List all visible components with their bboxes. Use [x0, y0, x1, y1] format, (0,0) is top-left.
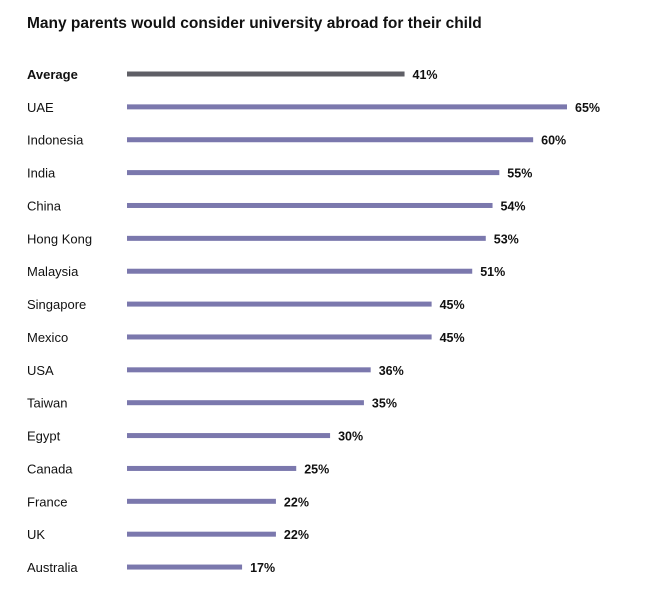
bar: [127, 104, 567, 110]
category-label: Canada: [27, 461, 73, 476]
category-label: Average: [27, 67, 78, 82]
chart-title: Many parents would consider university a…: [27, 15, 482, 32]
bar: [127, 367, 371, 373]
category-label: Taiwan: [27, 396, 67, 411]
value-label: 22%: [284, 495, 309, 509]
value-label: 53%: [494, 232, 519, 246]
category-label: Australia: [27, 560, 78, 575]
value-label: 36%: [379, 364, 404, 378]
bar: [127, 170, 500, 176]
value-label: 65%: [575, 101, 600, 115]
category-label: UK: [27, 527, 45, 542]
bar: [127, 235, 486, 241]
bar: [127, 268, 473, 274]
bar: [127, 465, 297, 471]
category-label: UAE: [27, 100, 54, 115]
bar: [127, 498, 276, 504]
category-label: France: [27, 494, 67, 509]
value-label: 60%: [541, 134, 566, 148]
value-label: 25%: [304, 462, 329, 476]
value-label: 55%: [507, 167, 532, 181]
bar: [127, 400, 364, 406]
value-label: 41%: [413, 68, 438, 82]
value-label: 51%: [480, 265, 505, 279]
value-label: 30%: [338, 430, 363, 444]
category-label: Singapore: [27, 297, 86, 312]
bar: [127, 564, 243, 570]
value-label: 35%: [372, 397, 397, 411]
category-label: Indonesia: [27, 133, 84, 148]
bar-average: [127, 71, 405, 77]
value-label: 45%: [440, 331, 465, 345]
value-label: 17%: [250, 561, 275, 575]
bar: [127, 301, 432, 307]
category-label: Hong Kong: [27, 231, 92, 246]
bar: [127, 433, 331, 439]
bar: [127, 531, 276, 537]
category-label: India: [27, 166, 56, 181]
category-label: China: [27, 198, 62, 213]
bar: [127, 334, 432, 340]
value-label: 54%: [501, 199, 526, 213]
value-label: 45%: [440, 298, 465, 312]
bar: [127, 202, 493, 208]
category-label: Malaysia: [27, 264, 79, 279]
category-label: Egypt: [27, 429, 61, 444]
value-label: 22%: [284, 528, 309, 542]
bar: [127, 137, 534, 143]
category-label: USA: [27, 363, 54, 378]
category-label: Mexico: [27, 330, 68, 345]
